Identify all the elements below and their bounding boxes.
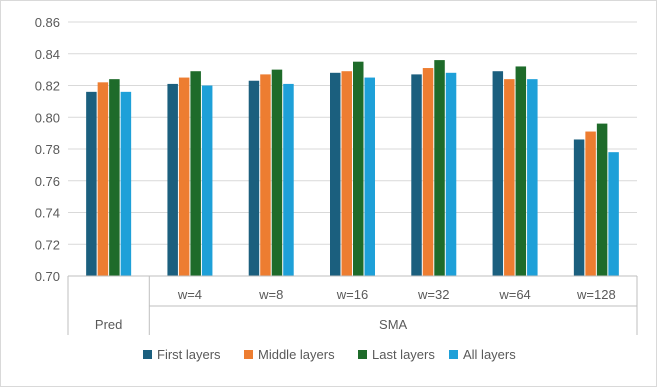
bar	[492, 71, 504, 277]
x-category-label: w=8	[258, 287, 283, 302]
y-tick-label: 0.76	[35, 174, 60, 189]
bar	[341, 71, 352, 277]
x-category-label: w=64	[498, 287, 530, 302]
bar	[364, 77, 375, 276]
bar	[178, 77, 190, 276]
y-tick-label: 0.84	[35, 47, 60, 62]
x-group-label: Pred	[95, 317, 122, 332]
legend-swatch	[449, 350, 458, 359]
y-tick-label: 0.86	[35, 15, 60, 30]
y-tick-label: 0.70	[35, 269, 60, 284]
legend-label: Last layers	[372, 347, 435, 362]
legend-label: All layers	[463, 347, 516, 362]
bar	[120, 91, 132, 276]
bar	[201, 85, 213, 276]
x-category-label: w=32	[417, 287, 449, 302]
legend-swatch	[143, 350, 152, 359]
x-group-label: SMA	[379, 317, 408, 332]
legend-label: First layers	[157, 347, 221, 362]
bar	[271, 69, 283, 276]
bar	[596, 123, 608, 276]
bar	[330, 72, 341, 276]
bar	[504, 79, 515, 277]
y-tick-label: 0.72	[35, 237, 60, 252]
bar	[527, 79, 538, 277]
bar	[515, 66, 527, 276]
legend-swatch	[244, 350, 253, 359]
bar	[283, 83, 294, 276]
bar	[248, 80, 260, 276]
y-tick-label: 0.74	[35, 206, 60, 221]
legend-label: Middle layers	[258, 347, 335, 362]
bar	[573, 139, 585, 276]
x-category-label: w=4	[177, 287, 202, 302]
y-tick-label: 0.78	[35, 142, 60, 157]
bar	[167, 83, 178, 276]
x-category-label: w=16	[336, 287, 368, 302]
y-tick-label: 0.80	[35, 110, 60, 125]
bar	[86, 91, 97, 276]
bar	[434, 60, 445, 276]
legend-swatch	[358, 350, 367, 359]
bar	[260, 74, 271, 276]
bar	[445, 72, 457, 276]
y-tick-label: 0.82	[35, 79, 60, 94]
bar	[411, 74, 422, 276]
bar	[608, 152, 619, 276]
bar	[422, 68, 434, 276]
bar	[353, 61, 364, 276]
bar	[585, 131, 596, 276]
bar	[190, 71, 201, 277]
bar	[97, 82, 109, 276]
bar	[109, 79, 120, 277]
x-category-label: w=128	[576, 287, 616, 302]
